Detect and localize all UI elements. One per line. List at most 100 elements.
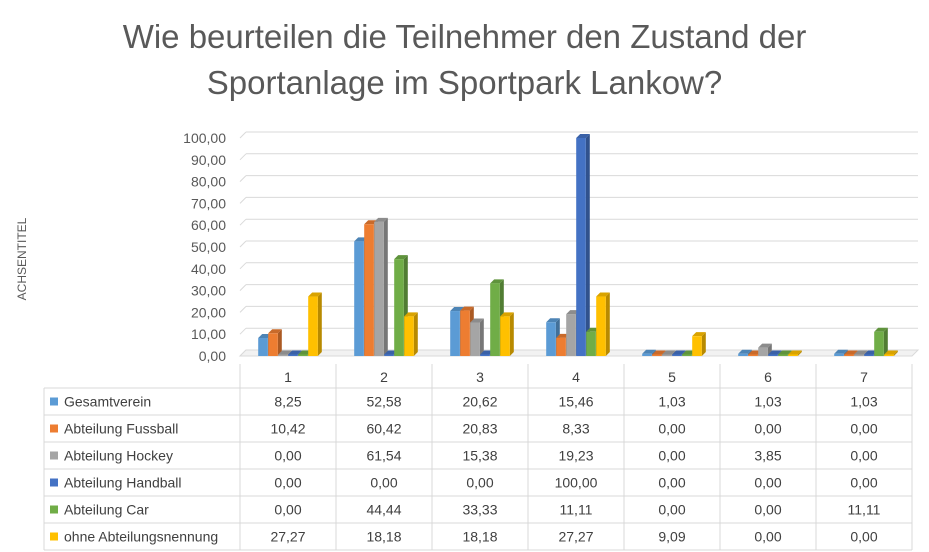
data-label: 8,25 xyxy=(274,394,301,410)
bar xyxy=(778,354,788,356)
gridline-side xyxy=(239,153,247,161)
y-tick-label: 60,00 xyxy=(191,217,226,233)
bar xyxy=(874,331,884,356)
bar xyxy=(374,221,384,356)
data-label: 1,03 xyxy=(658,394,685,410)
bar xyxy=(364,224,374,356)
data-label: 0,00 xyxy=(658,475,685,491)
bar-top xyxy=(758,343,772,348)
y-tick-label: 100,00 xyxy=(183,130,226,146)
chart-title-line-1: Wie beurteilen die Teilnehmer den Zustan… xyxy=(122,18,807,55)
bar xyxy=(268,333,278,356)
bar-side xyxy=(509,312,514,356)
data-label: 0,00 xyxy=(658,421,685,437)
data-label: 9,09 xyxy=(658,529,685,545)
bar xyxy=(642,353,652,356)
x-tick-label: 7 xyxy=(860,369,868,385)
bar-top xyxy=(576,134,590,138)
data-label: 18,18 xyxy=(366,529,401,545)
data-label: 100,00 xyxy=(555,475,598,491)
bar-side xyxy=(383,217,388,356)
data-label: 11,11 xyxy=(848,502,881,518)
bar xyxy=(596,296,606,356)
gridline-side xyxy=(239,175,247,182)
chart-title: Wie beurteilen die Teilnehmer den Zustan… xyxy=(0,14,929,106)
bar-top xyxy=(692,332,706,337)
data-label: 0,00 xyxy=(850,475,877,491)
bar xyxy=(480,354,490,356)
bar-top xyxy=(374,217,388,222)
data-label: 0,00 xyxy=(754,529,781,545)
bar xyxy=(354,241,364,356)
data-label: 19,23 xyxy=(558,448,593,464)
bar-top xyxy=(662,350,676,355)
gridline-side xyxy=(239,262,247,270)
bar xyxy=(682,354,692,356)
bar xyxy=(384,354,394,356)
bar-top xyxy=(490,279,504,284)
y-tick-label: 0,00 xyxy=(199,348,226,364)
gridline-side xyxy=(239,327,247,335)
legend-entry: Abteilung Handball xyxy=(64,475,182,491)
bar-top xyxy=(788,350,802,355)
data-label: 0,00 xyxy=(850,448,877,464)
bar xyxy=(768,354,778,356)
bar xyxy=(308,296,318,356)
bar-top xyxy=(778,350,792,355)
y-tick-label: 50,00 xyxy=(191,239,226,255)
data-label: 1,03 xyxy=(850,394,877,410)
bar xyxy=(460,310,470,356)
data-label: 0,00 xyxy=(658,448,685,464)
data-label: 15,38 xyxy=(462,448,497,464)
bar-top xyxy=(596,292,610,297)
bar xyxy=(450,311,460,356)
data-label: 0,00 xyxy=(754,475,781,491)
bar-side xyxy=(585,134,590,356)
bar xyxy=(288,354,298,356)
x-tick-label: 2 xyxy=(380,369,388,385)
bar xyxy=(576,138,586,356)
gridline-side xyxy=(239,306,247,313)
legend-entry: ohne Abteilungsnennung xyxy=(64,529,218,545)
bar-top xyxy=(642,349,656,354)
y-tick-label: 30,00 xyxy=(191,283,226,299)
y-tick-label: 70,00 xyxy=(191,195,226,211)
data-label: 33,33 xyxy=(462,502,497,518)
bar-top xyxy=(470,318,484,323)
data-label: 8,33 xyxy=(562,421,589,437)
bar-top xyxy=(500,312,514,317)
data-label: 27,27 xyxy=(270,529,305,545)
legend-entry: Abteilung Fussball xyxy=(64,421,178,437)
bar xyxy=(394,259,404,356)
y-tick-label: 80,00 xyxy=(191,174,226,190)
bar-top xyxy=(288,350,302,355)
bar-top xyxy=(546,318,560,323)
data-label: 52,58 xyxy=(366,394,401,410)
data-label: 0,00 xyxy=(370,475,397,491)
data-label: 0,00 xyxy=(850,421,877,437)
bar xyxy=(470,322,480,356)
gridline-side xyxy=(239,218,247,226)
bar xyxy=(834,353,844,356)
bar xyxy=(278,354,288,356)
bar-top xyxy=(268,329,282,334)
bar xyxy=(748,354,758,356)
data-label: 44,44 xyxy=(366,502,401,518)
data-label: 0,00 xyxy=(274,448,301,464)
x-tick-label: 1 xyxy=(284,369,292,385)
bar-top xyxy=(652,350,666,355)
bar-side xyxy=(605,292,610,356)
data-label: 0,00 xyxy=(850,529,877,545)
y-tick-label: 90,00 xyxy=(191,152,226,168)
bar xyxy=(500,316,510,356)
bar xyxy=(490,283,500,356)
bar xyxy=(854,354,864,356)
bar xyxy=(758,347,768,356)
bar-top xyxy=(834,349,848,354)
bar xyxy=(258,338,268,356)
legend-swatch xyxy=(50,451,58,460)
bar-top xyxy=(768,350,782,355)
data-label: 11,11 xyxy=(560,502,593,518)
x-tick-label: 3 xyxy=(476,369,484,385)
bar xyxy=(546,322,556,356)
